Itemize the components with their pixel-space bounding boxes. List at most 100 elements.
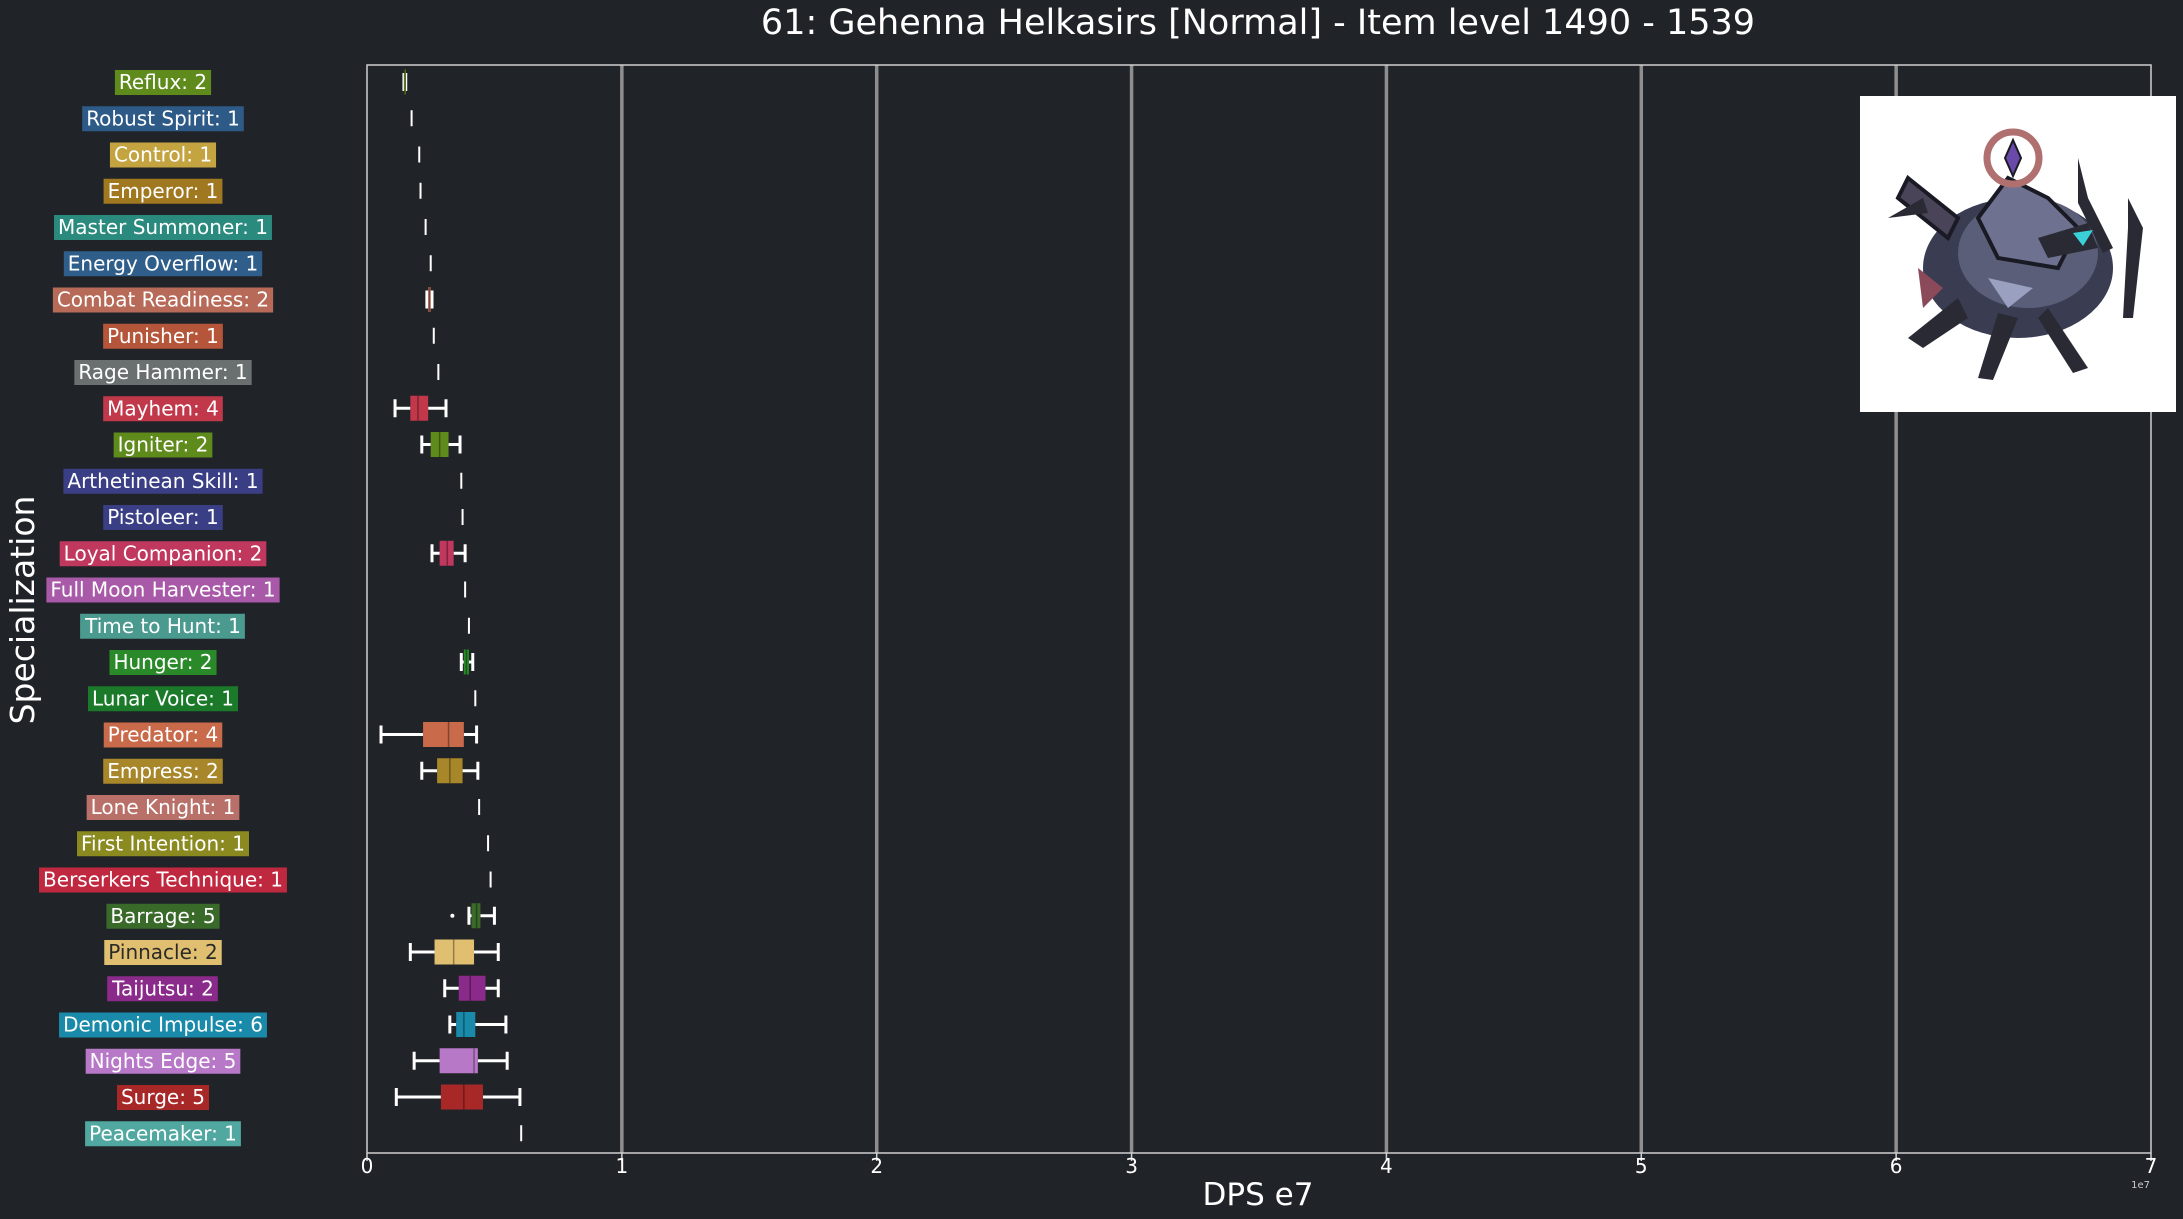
- category-label-text: Berserkers Technique: 1: [43, 868, 283, 892]
- category-label-background: [103, 758, 223, 784]
- box-iqr: [410, 395, 429, 421]
- category-label-20: Lone Knight: 1: [86, 795, 240, 820]
- category-label-background: [59, 541, 267, 567]
- category-label-text: Mayhem: 4: [107, 396, 219, 420]
- category-label-text: Taijutsu: 2: [111, 976, 214, 1000]
- category-label-13: Loyal Companion: 2: [59, 541, 267, 567]
- box-iqr: [458, 975, 486, 1001]
- box-10: [420, 432, 462, 457]
- category-label-text: Barrage: 5: [110, 904, 215, 928]
- category-label-background: [52, 287, 274, 313]
- category-label-29: Peacemaker: 1: [85, 1121, 241, 1147]
- category-label-text: Emperor: 1: [108, 179, 219, 203]
- category-label-text: Hunger: 2: [113, 650, 212, 674]
- category-label-15: Time to Hunt: 1: [80, 613, 245, 639]
- category-label-text: Master Summoner: 1: [58, 215, 268, 239]
- box-iqr: [423, 722, 464, 747]
- category-label-text: Demonic Impulse: 6: [63, 1013, 263, 1037]
- boss-portrait: [1860, 96, 2176, 412]
- category-label-18: Predator: 4: [103, 722, 223, 748]
- plot-frame: [366, 64, 2152, 1154]
- category-label-text: Lone Knight: 1: [91, 795, 236, 819]
- category-label-text: Empress: 2: [107, 759, 219, 783]
- box-iqr: [437, 758, 463, 784]
- box-iqr: [471, 903, 481, 929]
- box-27: [412, 1048, 509, 1074]
- x-axis-offset-label: 1e7: [2131, 1180, 2150, 1191]
- category-label-text: Pistoleer: 1: [107, 505, 219, 529]
- x-tick-label-1: 1: [615, 1154, 628, 1178]
- grid-lines: [620, 65, 1898, 1153]
- box-24: [408, 939, 500, 965]
- category-label-background: [103, 722, 223, 748]
- category-label-27: Nights Edge: 5: [85, 1048, 241, 1074]
- category-label-17: Lunar Voice: 1: [87, 686, 239, 712]
- category-label-background: [103, 178, 223, 204]
- category-label-text: Nights Edge: 5: [90, 1049, 237, 1073]
- category-label-text: Lunar Voice: 1: [92, 686, 234, 710]
- box-16: [459, 649, 475, 675]
- category-label-12: Pistoleer: 1: [103, 505, 223, 530]
- x-axis-label: DPS e7: [1203, 1177, 1314, 1213]
- box-28: [394, 1084, 522, 1110]
- x-tick-label-0: 0: [361, 1154, 374, 1178]
- box-18: [379, 722, 479, 747]
- box-iqr: [434, 939, 475, 965]
- category-label-7: Punisher: 1: [103, 323, 223, 349]
- category-label-text: Control: 1: [114, 143, 212, 167]
- box-19: [420, 758, 480, 784]
- boss-portrait-icon: [1860, 96, 2176, 412]
- box-23: [450, 903, 496, 929]
- category-label-8: Rage Hammer: 1: [74, 360, 252, 385]
- category-label-text: Energy Overflow: 1: [68, 251, 258, 275]
- category-label-1: Robust Spirit: 1: [82, 106, 244, 132]
- category-label-23: Barrage: 5: [106, 903, 220, 929]
- category-label-6: Combat Readiness: 2: [52, 287, 274, 313]
- category-label-background: [63, 468, 263, 494]
- category-label-text: First Intention: 1: [81, 831, 245, 855]
- box-iqr: [428, 287, 431, 312]
- category-label-background: [113, 432, 213, 458]
- category-label-background: [114, 70, 212, 95]
- category-label-text: Arthetinean Skill: 1: [67, 469, 258, 493]
- category-labels: Reflux: 2 Robust Spirit: 1 Control: 1 Emper…: [39, 70, 287, 1147]
- category-label-text: Time to Hunt: 1: [84, 614, 241, 638]
- category-label-11: Arthetinean Skill: 1: [63, 468, 263, 494]
- category-label-5: Energy Overflow: 1: [63, 251, 263, 277]
- x-tick-label-6: 6: [1890, 1154, 1903, 1178]
- x-tick-label-4: 4: [1380, 1154, 1393, 1178]
- category-label-background: [116, 1085, 210, 1110]
- category-label-text: Robust Spirit: 1: [86, 106, 240, 130]
- category-label-0: Reflux: 2: [114, 70, 212, 95]
- box-iqr: [439, 1048, 478, 1074]
- category-label-2: Control: 1: [109, 142, 217, 168]
- outlier-point-0: [450, 913, 455, 918]
- category-label-16: Hunger: 2: [109, 650, 217, 675]
- x-axis-ticks: 0 1 2 3 4 5 6 7: [361, 1153, 2157, 1178]
- category-label-text: Combat Readiness: 2: [57, 288, 269, 312]
- y-axis-label: Specialization: [3, 496, 42, 725]
- x-tick-label-3: 3: [1125, 1154, 1138, 1178]
- box-13: [430, 540, 467, 566]
- category-label-background: [80, 613, 245, 639]
- category-label-background: [104, 940, 222, 965]
- box-iqr: [430, 432, 449, 457]
- category-label-background: [106, 903, 220, 929]
- boxes: [379, 69, 523, 1142]
- category-label-background: [74, 360, 252, 385]
- box-iqr: [440, 1084, 483, 1110]
- category-label-background: [54, 215, 272, 240]
- category-label-background: [82, 106, 244, 132]
- box-iqr: [456, 1012, 476, 1037]
- category-label-14: Full Moon Harvester: 1: [46, 577, 280, 603]
- category-label-22: Berserkers Technique: 1: [39, 867, 287, 893]
- category-label-25: Taijutsu: 2: [107, 976, 218, 1002]
- category-label-background: [85, 1048, 241, 1074]
- category-label-background: [109, 142, 217, 168]
- box-iqr: [404, 69, 406, 95]
- category-label-26: Demonic Impulse: 6: [59, 1012, 267, 1038]
- category-label-text: Full Moon Harvester: 1: [50, 578, 275, 602]
- chart-title: 61: Gehenna Helkasirs [Normal] - Item le…: [761, 3, 1755, 43]
- category-label-background: [77, 831, 249, 857]
